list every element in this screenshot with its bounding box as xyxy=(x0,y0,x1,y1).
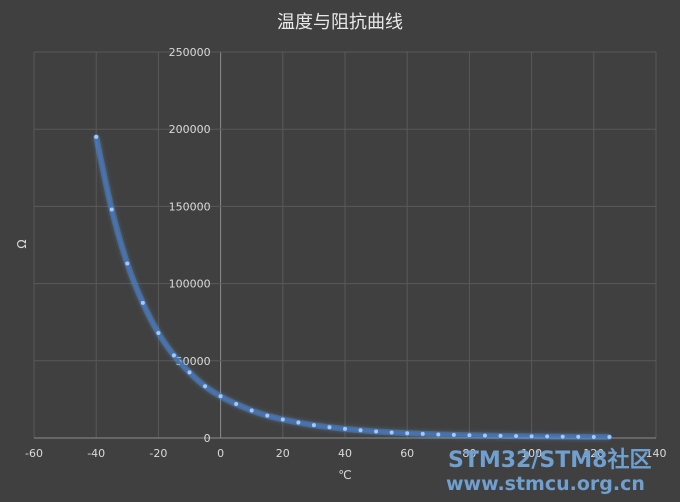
grid-layer xyxy=(33,51,657,439)
watermark-line-1: STM32/STM8社区 xyxy=(448,447,651,473)
series-layer xyxy=(93,134,613,441)
series-line xyxy=(95,136,610,439)
data-point xyxy=(326,424,333,430)
x-tick-label: 100 xyxy=(521,447,542,460)
data-point xyxy=(202,383,208,390)
data-point xyxy=(466,432,473,439)
chart-title: 温度与阻抗曲线 xyxy=(277,12,403,33)
data-point xyxy=(419,431,426,437)
x-tick-label: -40 xyxy=(87,447,105,460)
y-tick-label: 100000 xyxy=(169,278,211,291)
data-point xyxy=(264,412,271,419)
x-tick-labels: -60 -40 -20 0 20 40 60 80 100 120 140 xyxy=(25,447,666,460)
x-tick-label: 0 xyxy=(217,447,224,460)
data-point xyxy=(217,393,224,400)
data-point xyxy=(451,432,457,438)
data-point xyxy=(186,369,193,376)
x-tick-label: 80 xyxy=(462,447,476,460)
data-point xyxy=(528,433,535,440)
data-point xyxy=(108,206,115,213)
data-point xyxy=(248,407,255,414)
data-point xyxy=(606,434,613,440)
y-axis-title: Ω xyxy=(15,239,29,248)
data-point xyxy=(575,434,582,440)
data-point xyxy=(497,433,504,439)
data-point xyxy=(544,433,550,440)
data-point xyxy=(388,429,395,436)
data-point xyxy=(171,352,177,359)
data-point xyxy=(93,134,99,140)
y-tick-label: 250000 xyxy=(169,46,211,59)
data-point xyxy=(233,401,239,407)
data-point xyxy=(342,426,348,432)
watermark-line-2: www.stmcu.org.cn xyxy=(446,473,645,495)
data-point xyxy=(311,422,317,428)
x-tick-label: -20 xyxy=(149,447,167,460)
y-tick-label: 200000 xyxy=(169,123,211,136)
data-point xyxy=(295,419,302,426)
data-point xyxy=(373,428,379,435)
y-tick-label: 150000 xyxy=(169,200,211,213)
data-point xyxy=(357,427,364,434)
data-point xyxy=(435,431,442,438)
data-point xyxy=(559,433,566,440)
x-tick-label: 60 xyxy=(400,447,414,460)
x-tick-label: 40 xyxy=(338,447,352,460)
data-point xyxy=(590,434,597,440)
x-tick-label: 120 xyxy=(583,447,604,460)
data-point xyxy=(279,416,286,423)
data-point xyxy=(140,300,146,306)
x-tick-label: -60 xyxy=(25,447,43,460)
y-tick-label: 0 xyxy=(204,432,211,445)
x-tick-label: 140 xyxy=(646,447,667,460)
data-point xyxy=(513,433,519,439)
data-point xyxy=(155,330,162,336)
x-tick-label: 20 xyxy=(276,447,290,460)
x-axis-title: ℃ xyxy=(338,468,351,482)
data-point xyxy=(404,430,411,437)
data-point xyxy=(482,432,488,439)
data-point xyxy=(124,260,131,267)
